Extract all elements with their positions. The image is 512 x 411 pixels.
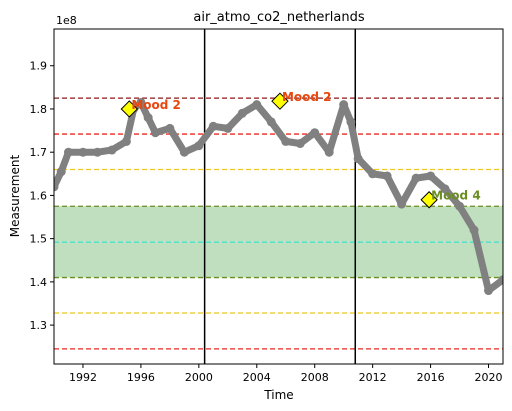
y-tick-label: 1.4 [30, 276, 48, 289]
annotation-marker-1 [271, 92, 289, 110]
x-tick-label: 2020 [475, 371, 503, 384]
y-tick-label: 1.8 [30, 103, 48, 116]
x-axis-label: Time [263, 388, 293, 402]
data-point [281, 136, 291, 146]
y-tick-label: 1.9 [30, 60, 48, 73]
annotation-label-1: Mood 2 [282, 90, 332, 104]
x-tick-label: 2004 [243, 371, 271, 384]
y-tick-label: 1.7 [30, 146, 48, 159]
data-point [484, 286, 494, 296]
plot-frame [53, 28, 504, 365]
data-point [339, 100, 349, 110]
y-scale-label: 1e8 [56, 14, 77, 27]
data-point [368, 169, 378, 179]
data-point [56, 167, 66, 177]
data-point [252, 100, 262, 110]
data-point [324, 147, 334, 157]
chart-title: air_atmo_co2_netherlands [193, 10, 364, 25]
data-point [266, 117, 276, 127]
data-point [194, 141, 204, 151]
y-tick-label: 1.5 [30, 233, 48, 246]
data-point [310, 128, 320, 138]
data-point [346, 117, 356, 127]
x-tick-label: 2008 [301, 371, 329, 384]
data-point [143, 113, 153, 123]
annotation-label-0: Mood 2 [131, 98, 181, 112]
data-point [469, 225, 479, 235]
y-axis-label: Measurement [8, 155, 22, 238]
x-tick-label: 1992 [69, 371, 97, 384]
data-point [54, 182, 59, 192]
x-tick-label: 2012 [359, 371, 387, 384]
data-point [223, 123, 233, 133]
x-tick-label: 1996 [127, 371, 155, 384]
data-point [165, 123, 175, 133]
data-point [295, 139, 305, 149]
annotation-marker-0 [120, 100, 139, 118]
data-point [78, 147, 88, 157]
data-point [63, 147, 73, 157]
data-point [179, 147, 189, 157]
data-point [121, 136, 131, 146]
data-point [92, 147, 102, 157]
annotation-label-2: Mood 4 [431, 189, 481, 203]
data-point [208, 121, 218, 131]
plot-area: Mood 2 Mood 2 Mood 4 1992 1996 2000 2004 2008 20… [30, 28, 504, 384]
y-tick-label: 1.6 [30, 189, 48, 202]
data-point [136, 97, 146, 107]
x-tick-label: 2016 [417, 371, 445, 384]
data-point [411, 173, 421, 183]
data-point [426, 171, 436, 181]
data-point [397, 199, 407, 209]
data-point [237, 108, 247, 118]
data-point [382, 171, 392, 181]
data-point [353, 154, 363, 164]
data-point [107, 145, 117, 155]
y-tick-label: 1.3 [30, 319, 48, 332]
data-point [498, 275, 503, 285]
data-point [440, 184, 450, 194]
x-tick-label: 2000 [185, 371, 213, 384]
annotation-marker-2 [420, 191, 438, 209]
data-point [150, 128, 160, 138]
data-point [455, 201, 465, 211]
